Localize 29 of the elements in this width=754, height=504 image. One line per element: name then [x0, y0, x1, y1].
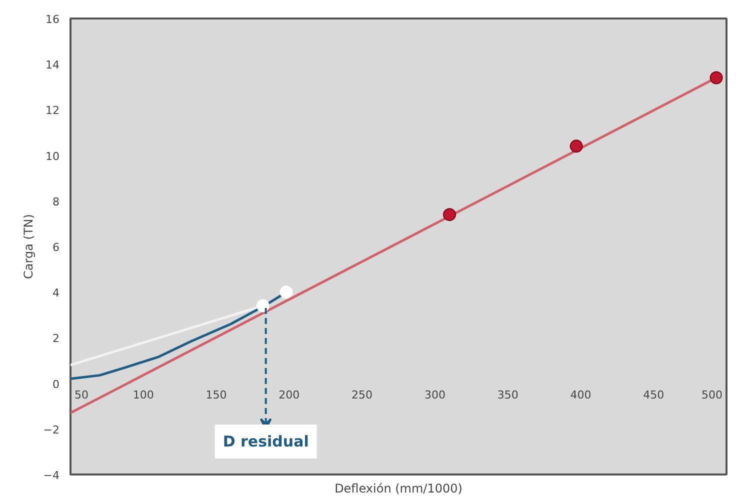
- point: [443, 208, 456, 222]
- x-tick-label: 350: [497, 388, 518, 402]
- x-tick-label: 300: [424, 388, 446, 402]
- annotation: D residual: [222, 432, 309, 451]
- x-tick-label: 450: [643, 388, 664, 402]
- y-tick-label: −4: [43, 469, 60, 482]
- y-tick-label: 4: [52, 286, 60, 300]
- x-tick-label: 200: [278, 388, 300, 402]
- x-tick-label: 150: [206, 388, 227, 402]
- point: [280, 286, 293, 299]
- point: [710, 71, 723, 84]
- y-tick-label: 16: [46, 13, 60, 26]
- y-tick-label: 12: [46, 104, 60, 118]
- y-tick-label: 2: [52, 332, 60, 346]
- point: [570, 140, 583, 153]
- y-tick-label: 6: [52, 241, 60, 254]
- y-tick-label: −2: [43, 423, 60, 436]
- y-tick-label: 8: [52, 195, 60, 208]
- y-tick-label: 10: [46, 150, 60, 163]
- x-tick-label: 500: [702, 388, 723, 402]
- y-tick-label: 14: [46, 58, 60, 72]
- point: [256, 299, 270, 312]
- x-tick-label: 100: [132, 388, 154, 402]
- y-axis-title: Carga (TN): [21, 214, 36, 279]
- y-tick-label: 0: [52, 378, 60, 391]
- x-tick-label: 250: [352, 388, 373, 402]
- x-tick-label: 50: [74, 388, 88, 402]
- x-tick-label: 400: [570, 388, 592, 402]
- x-axis-title: Deflexión (mm/1000): [334, 482, 462, 496]
